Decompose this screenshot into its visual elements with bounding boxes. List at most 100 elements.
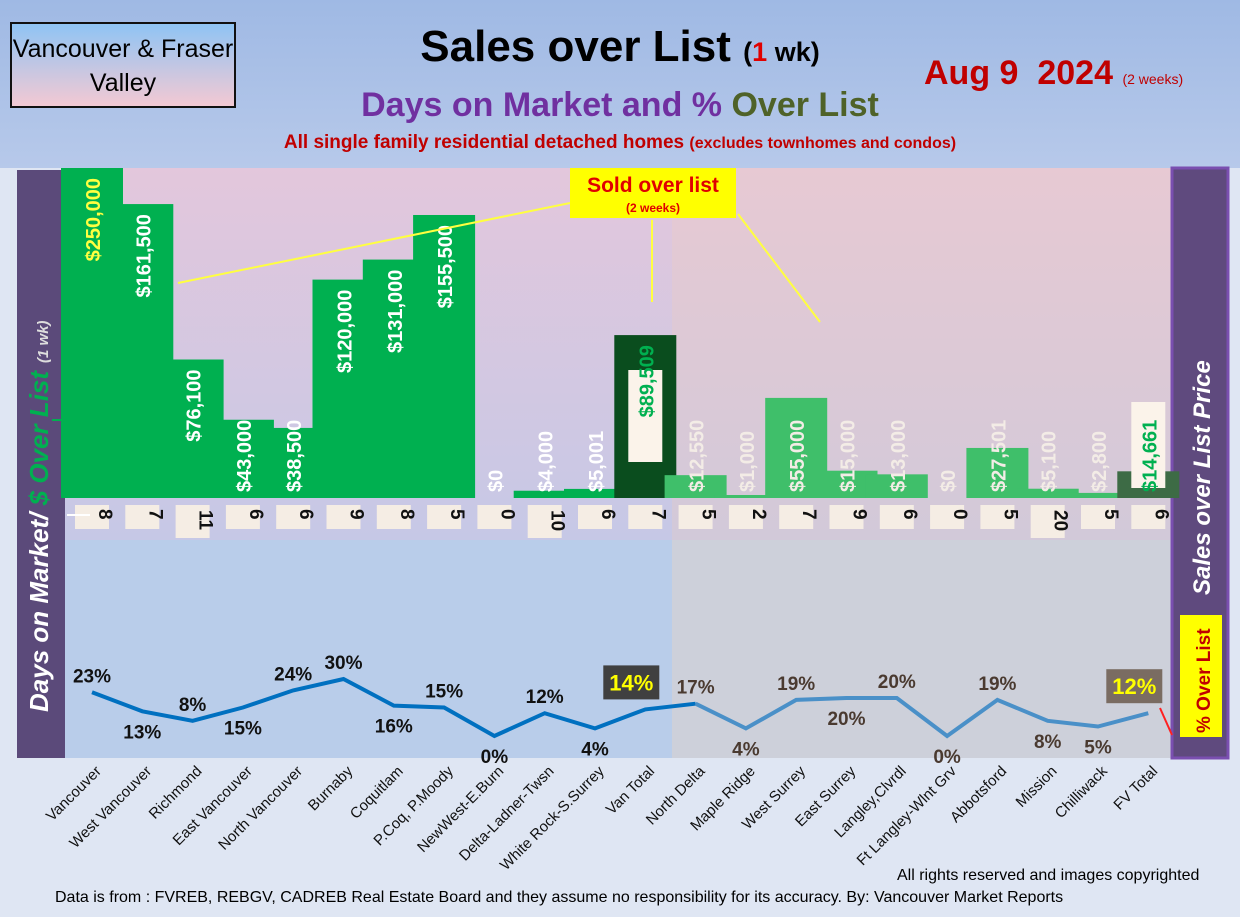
days-on-market-label: 7 <box>144 509 165 520</box>
data-source: Data is from : FVREB, REBGV, CADREB Real… <box>55 889 1064 906</box>
days-box <box>1081 505 1115 529</box>
pct-label: 15% <box>425 682 463 703</box>
days-box <box>628 505 663 529</box>
bar-value-label: $4,000 <box>536 431 558 492</box>
label-bg <box>1131 402 1166 488</box>
days-box <box>578 505 612 529</box>
bar-value-label: $15,000 <box>838 420 860 492</box>
days-on-market-label: 8 <box>94 509 115 520</box>
pct-label: 13% <box>123 722 161 743</box>
bar-value-label: $43,000 <box>234 420 256 492</box>
pct-label: 5% <box>1084 738 1112 759</box>
pct-label: 14% <box>609 670 653 695</box>
days-box <box>728 505 763 529</box>
bar <box>513 490 576 498</box>
days-on-market-label: 9 <box>849 509 870 520</box>
bar-value-label: $76,100 <box>184 369 206 441</box>
days-box <box>326 505 361 529</box>
days-box <box>125 505 160 529</box>
bar-value-label: $27,501 <box>988 420 1010 492</box>
days-box <box>376 505 411 529</box>
left-axis-panel <box>17 170 65 758</box>
bar-value-label: $120,000 <box>335 290 357 373</box>
bar-value-label: $55,000 <box>787 420 809 492</box>
pct-label: 16% <box>375 717 413 738</box>
x-tick-label: Burnaby <box>305 762 357 814</box>
bar <box>664 475 727 498</box>
days-on-market-label: 5 <box>698 509 719 520</box>
region-box: Vancouver & Fraser Valley <box>10 22 236 108</box>
pct-over-list-label: % Over List <box>1194 628 1215 733</box>
days-on-market-label: 6 <box>295 509 316 520</box>
right-axis-label: Sales over List Price <box>1189 360 1216 595</box>
label-bg <box>628 370 663 462</box>
days-box <box>477 505 512 529</box>
bar-value-label: $2,800 <box>1089 431 1111 492</box>
callout-sub: (2 weeks) <box>626 201 680 215</box>
bar-value-label: $14,661 <box>1139 420 1161 492</box>
days-on-market-label: 20 <box>1050 510 1071 531</box>
pct-label: 8% <box>179 695 207 716</box>
callout-box <box>570 168 736 218</box>
callout-arrows <box>177 202 821 323</box>
x-tick-label: Delta-Ladner-Twsn <box>456 763 558 865</box>
pct-line-van <box>91 676 696 739</box>
pct-label: 4% <box>581 739 609 760</box>
days-box <box>1030 505 1065 538</box>
pct-label: 0% <box>481 747 509 768</box>
days-on-market-label: 10 <box>547 510 568 531</box>
days-on-market-label: 6 <box>1150 509 1171 520</box>
days-box <box>276 505 311 529</box>
days-on-market-label: 0 <box>949 509 970 520</box>
days-box <box>527 505 562 538</box>
bar-value-label: $161,500 <box>133 214 155 297</box>
pct-label: 30% <box>324 653 362 674</box>
bar-value-label: $12,550 <box>687 420 709 492</box>
days-on-market-label: 5 <box>1100 509 1121 520</box>
bar-value-label: $5,001 <box>586 431 608 492</box>
pct-label: 8% <box>1034 732 1062 753</box>
days-box <box>829 505 864 529</box>
bar-value-label: $0 <box>938 470 960 492</box>
left-axis-label: Days on Market/ $ Over List(1 wk) <box>24 320 54 712</box>
days-on-market-label: 0 <box>496 509 517 520</box>
report-date: Aug 9 2024 (2 weeks) <box>924 54 1184 92</box>
bar-value-label: $1,000 <box>737 431 759 492</box>
days-box <box>1131 505 1166 529</box>
x-tick-label: Chilliwack <box>1052 762 1112 822</box>
bar <box>564 488 626 498</box>
bar <box>865 474 928 498</box>
days-box <box>879 505 914 529</box>
days-on-market-label: 11 <box>195 510 216 531</box>
subtitle: Days on Market and % Over List <box>361 86 879 124</box>
days-box <box>678 505 713 529</box>
bar-value-label: $0 <box>485 470 507 492</box>
pct-label: 19% <box>978 674 1016 695</box>
days-box <box>75 505 109 529</box>
pct-label: 23% <box>73 666 111 687</box>
total-pct-bg <box>603 665 660 700</box>
arrow-icon <box>1159 707 1173 736</box>
pct-label: 20% <box>878 672 916 693</box>
pct-line-fv <box>694 696 1149 739</box>
bar-value-label: $131,000 <box>385 270 407 353</box>
pct-label: 0% <box>933 747 961 768</box>
bar-value-label: $250,000 <box>83 178 105 261</box>
days-on-market-label: 5 <box>999 509 1020 520</box>
page-title: Sales over List (1 wk) <box>420 22 820 71</box>
bar-value-label: $89,509 <box>636 345 658 417</box>
pct-label: 17% <box>677 678 715 699</box>
bar <box>714 495 777 498</box>
days-box <box>980 505 1015 529</box>
bar <box>1067 492 1129 498</box>
days-box <box>175 505 210 538</box>
pct-label: 12% <box>526 687 564 708</box>
pct-label: 4% <box>732 739 760 760</box>
bar-value-label: $13,000 <box>888 420 910 492</box>
pct-label: 20% <box>827 709 865 730</box>
bar <box>1016 488 1079 498</box>
days-box <box>427 505 462 529</box>
bar-value-label: $5,100 <box>1039 431 1061 492</box>
pct-label: 12% <box>1112 674 1156 699</box>
